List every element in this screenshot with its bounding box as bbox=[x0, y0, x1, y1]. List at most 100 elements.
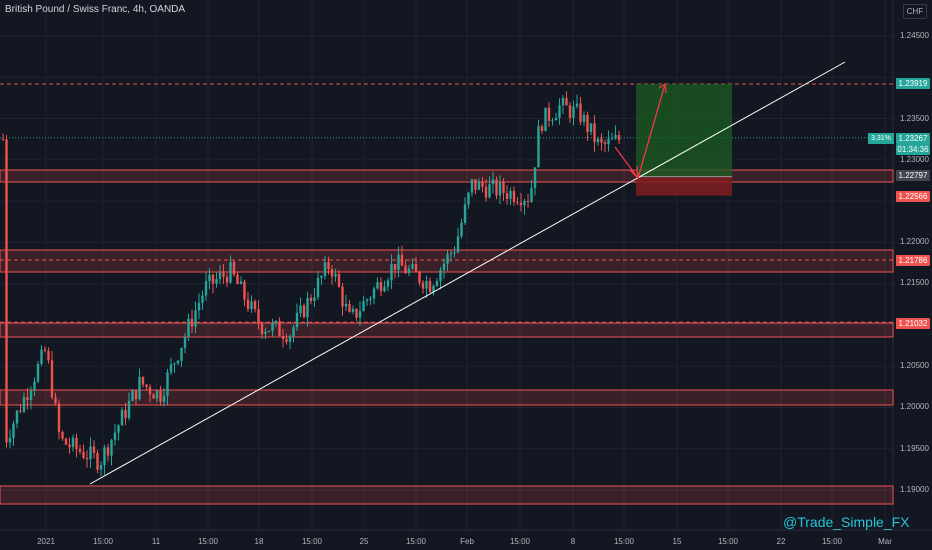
candle-body bbox=[173, 363, 176, 365]
candle-body bbox=[411, 264, 414, 269]
candle-body bbox=[397, 254, 400, 270]
x-tick-label: 8 bbox=[570, 537, 576, 546]
candle-body bbox=[250, 301, 253, 309]
candle-body bbox=[603, 142, 607, 145]
x-tick-label: 15:00 bbox=[509, 537, 531, 546]
candle-body bbox=[22, 397, 26, 412]
candle-body bbox=[131, 390, 134, 401]
x-tick-label: 15:00 bbox=[821, 537, 843, 546]
candle-body bbox=[190, 318, 194, 327]
y-tick-label: 1.24500 bbox=[900, 31, 929, 40]
x-tick-label: 22 bbox=[776, 537, 786, 546]
currency-button[interactable]: CHF bbox=[903, 4, 927, 19]
candle-body bbox=[327, 262, 330, 270]
candle-body bbox=[502, 182, 505, 194]
candle-body bbox=[544, 107, 547, 131]
candle-body bbox=[596, 138, 600, 143]
candle-body bbox=[148, 386, 152, 395]
candle-body bbox=[194, 310, 197, 327]
candle-body bbox=[106, 447, 110, 456]
candle-body bbox=[15, 410, 19, 424]
candle-body bbox=[460, 222, 463, 237]
y-tick-label: 1.19000 bbox=[900, 485, 929, 494]
candle-body bbox=[351, 308, 355, 312]
current-price-tag: 1.23267 bbox=[896, 133, 930, 144]
candle-body bbox=[498, 182, 502, 196]
candle-body bbox=[295, 312, 299, 328]
candle-body bbox=[271, 323, 274, 331]
candle-body bbox=[239, 281, 243, 285]
candle-body bbox=[260, 323, 264, 335]
x-tick-label: 15:00 bbox=[717, 537, 739, 546]
candle-body bbox=[215, 279, 218, 284]
candle-body bbox=[376, 282, 379, 289]
candle-body bbox=[330, 269, 334, 277]
candle-body bbox=[474, 179, 477, 190]
candle-body bbox=[54, 397, 57, 404]
candle-body bbox=[334, 273, 337, 277]
candle-body bbox=[176, 360, 180, 364]
candle-body bbox=[316, 278, 320, 298]
candle-body bbox=[36, 363, 40, 382]
candle-body bbox=[187, 318, 190, 337]
candle-body bbox=[453, 252, 456, 254]
countdown-tag: 01:34:36 bbox=[896, 144, 930, 155]
trendline bbox=[89, 61, 846, 485]
profit-zone bbox=[636, 83, 732, 177]
candle-body bbox=[404, 265, 407, 274]
candle-body bbox=[551, 120, 554, 122]
candle-body bbox=[246, 299, 250, 309]
candle-body bbox=[309, 297, 313, 301]
x-tick-label: 15:00 bbox=[613, 537, 635, 546]
y-tick-label: 1.22000 bbox=[900, 237, 929, 246]
candle-body bbox=[201, 295, 204, 303]
candle-body bbox=[568, 105, 572, 118]
candle-body bbox=[593, 123, 596, 143]
candle-body bbox=[285, 338, 288, 342]
candle-body bbox=[607, 138, 610, 145]
candle-body bbox=[127, 400, 131, 419]
candle-body bbox=[407, 268, 411, 274]
candle-body bbox=[208, 274, 211, 282]
candle-body bbox=[89, 446, 92, 460]
x-tick-label: 15:00 bbox=[301, 537, 323, 546]
candle-body bbox=[425, 280, 428, 289]
candle-body bbox=[439, 269, 442, 282]
candle-body bbox=[68, 444, 71, 448]
candle-body bbox=[33, 381, 36, 391]
candle-body bbox=[222, 272, 225, 277]
candle-body bbox=[225, 276, 229, 283]
candle-body bbox=[470, 179, 474, 193]
candle-body bbox=[1, 139, 5, 141]
candle-body bbox=[355, 308, 358, 318]
candle-body bbox=[274, 321, 278, 324]
candle-body bbox=[484, 186, 488, 198]
candle-body bbox=[124, 409, 127, 419]
candle-body bbox=[155, 390, 159, 399]
candle-body bbox=[572, 106, 575, 118]
candle-body bbox=[435, 281, 439, 286]
candle-body bbox=[495, 179, 498, 196]
candle-body bbox=[169, 364, 173, 373]
candle-body bbox=[50, 360, 54, 398]
candle-body bbox=[617, 135, 621, 141]
candle-body bbox=[488, 184, 491, 198]
candle-body bbox=[537, 126, 540, 168]
candle-body bbox=[418, 271, 421, 283]
candle-body bbox=[348, 303, 351, 312]
candle-body bbox=[372, 288, 376, 299]
candle-body bbox=[428, 280, 432, 293]
candle-body bbox=[264, 331, 267, 335]
candle-body bbox=[313, 297, 316, 301]
candle-body bbox=[379, 282, 383, 292]
candle-body bbox=[197, 302, 201, 311]
candle-body bbox=[78, 449, 82, 452]
x-tick-label: 15:00 bbox=[405, 537, 427, 546]
candle-body bbox=[232, 262, 236, 275]
zone-low-price-tag: 1.21032 bbox=[896, 318, 930, 329]
candle-body bbox=[337, 273, 341, 287]
y-tick-label: 1.23000 bbox=[900, 155, 929, 164]
chart-title: British Pound / Swiss Franc, 4h, OANDA bbox=[5, 4, 186, 15]
